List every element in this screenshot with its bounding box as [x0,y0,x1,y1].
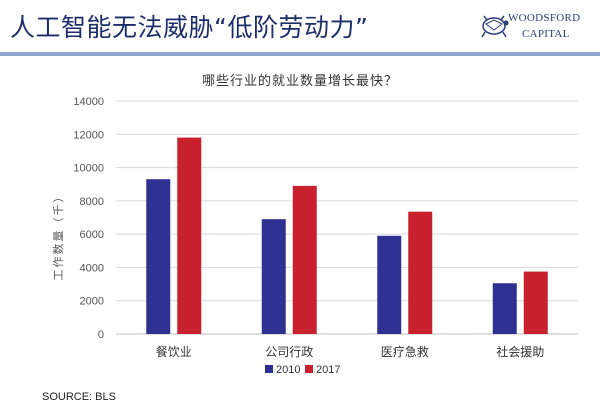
company-logo: WOODSFORD CAPITAL [478,10,594,46]
y-tick-label: 14000 [73,96,104,108]
bar-2010-1 [261,219,286,334]
bar-2017-1 [292,185,317,334]
y-tick-label: 6000 [80,229,104,241]
y-tick-label: 2000 [80,296,104,308]
bar-2010-2 [377,235,402,334]
y-tick-label: 4000 [80,262,104,274]
brand-subname: CAPITAL [522,28,570,40]
source-note: SOURCE: BLS [42,391,116,403]
header: 人工智能无法威胁“低阶劳动力” WOODSFORD CAPITAL [0,0,600,52]
y-axis-label: 工作数量（千） [52,190,65,281]
x-tick-label: 公司行政 [265,345,313,359]
y-tick-label: 8000 [80,196,104,208]
brand-name: WOODSFORD [508,12,581,24]
legend-swatch-2017 [305,365,313,373]
x-tick-label: 医疗急救 [381,344,429,359]
x-tick-label: 餐饮业 [156,344,192,359]
bar-2017-0 [177,137,202,334]
y-tick-label: 12000 [73,129,104,141]
bar-2010-0 [146,179,171,334]
legend: 2010 2017 [265,364,340,376]
page-title: 人工智能无法威胁“低阶劳动力” [10,13,369,42]
bars [146,137,548,334]
legend-swatch-2010 [265,365,273,373]
header-divider [0,52,600,56]
y-tick-label: 0 [98,329,104,341]
x-tick-labels: 餐饮业 公司行政 医疗急救 社会援助 [156,344,545,359]
x-tick-label: 社会援助 [496,344,544,359]
bar-2017-2 [408,211,433,334]
legend-label: 2017 [316,364,340,376]
bar-2017-3 [523,271,548,334]
turtle-logo-icon [481,15,509,38]
chart-title: 哪些行业的就业数量增长最快？ [201,74,398,89]
y-tick-label: 10000 [73,163,104,175]
bar-2010-3 [492,283,517,334]
legend-label: 2010 [276,364,300,376]
y-tick-labels: 0 2000 4000 6000 8000 10000 12000 14000 [73,96,104,341]
